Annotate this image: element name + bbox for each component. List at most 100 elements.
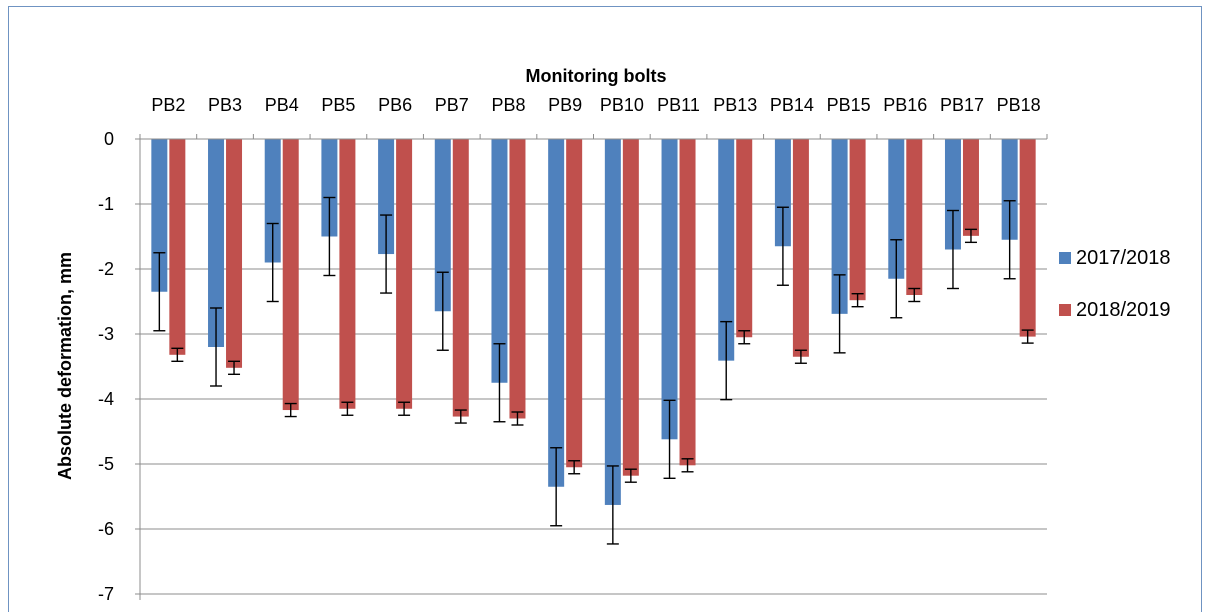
x-tick-label: PB17: [940, 95, 984, 115]
bar-2017/2018-PB10: [604, 139, 621, 505]
x-tick-label: PB4: [265, 95, 299, 115]
x-tick-label: PB8: [491, 95, 525, 115]
error-bar-2018/2019-PB10: [624, 468, 637, 483]
axes: [135, 134, 1048, 600]
error-bar-2018/2019-PB5: [341, 401, 354, 416]
error-bar-2017/2018-PB14: [776, 206, 789, 286]
error-bar-2017/2018-PB16: [890, 239, 903, 319]
legend-label: 2018/2019: [1076, 299, 1171, 321]
x-tick-label: PB16: [883, 95, 927, 115]
error-bar-2018/2019-PB8: [511, 411, 524, 426]
y-axis-label: Absolute deformation, mm: [55, 252, 75, 480]
x-tick-label: PB3: [208, 95, 242, 115]
legend: 2017/2018 2018/2019: [1059, 247, 1171, 321]
error-bar-2018/2019-PB4: [284, 402, 297, 418]
x-tick-label: PB15: [827, 95, 871, 115]
bar-2017/2018-PB7: [434, 139, 451, 312]
chart-frame: [8, 6, 1202, 612]
x-tick-label: PB5: [321, 95, 355, 115]
y-tick-label: -3: [98, 324, 114, 344]
error-bar-2017/2018-PB5: [323, 196, 336, 277]
error-bar-2018/2019-PB11: [681, 458, 694, 473]
bar-2018/2019-PB9: [566, 139, 583, 468]
bars: [151, 139, 1036, 505]
bar-2018/2019-PB4: [282, 139, 299, 411]
x-tick-label: PB10: [600, 95, 644, 115]
bar-2018/2019-PB5: [339, 139, 356, 409]
bar-2018/2019-PB10: [622, 139, 639, 476]
error-bar-2018/2019-PB2: [171, 347, 184, 362]
bar-2017/2018-PB13: [718, 139, 735, 361]
y-tick-label: -7: [98, 584, 114, 604]
x-tick-label: PB18: [997, 95, 1041, 115]
y-tick-label: -5: [98, 454, 114, 474]
bar-2018/2019-PB18: [1019, 139, 1036, 337]
x-tick-label: PB7: [435, 95, 469, 115]
error-bar-2017/2018-PB4: [266, 222, 279, 303]
bar-2018/2019-PB8: [509, 139, 526, 419]
error-bar-2017/2018-PB17: [946, 209, 959, 290]
error-bar-2018/2019-PB7: [454, 409, 467, 424]
bar-2017/2018-PB18: [1001, 139, 1018, 240]
bar-2018/2019-PB14: [792, 139, 809, 357]
legend-item-2018/2019: 2018/2019: [1059, 299, 1171, 321]
error-bar-2017/2018-PB11: [663, 399, 676, 479]
error-bar-2018/2019-PB3: [228, 360, 241, 375]
bar-2018/2019-PB16: [906, 139, 923, 295]
error-bar-2017/2018-PB9: [550, 447, 563, 527]
bar-2018/2019-PB6: [396, 139, 413, 409]
chart-title: Monitoring bolts: [526, 66, 667, 86]
error-bar-2018/2019-PB9: [568, 460, 581, 475]
y-tick-label: -1: [98, 194, 114, 214]
x-tick-label: PB9: [548, 95, 582, 115]
error-bar-2017/2018-PB6: [380, 214, 393, 294]
bar-2017/2018-PB14: [774, 139, 791, 247]
bar-2018/2019-PB15: [849, 139, 866, 301]
legend-item-2017/2018: 2017/2018: [1059, 247, 1171, 269]
error-bar-2018/2019-PB17: [964, 228, 977, 244]
bar-2018/2019-PB17: [962, 139, 979, 236]
error-bar-2018/2019-PB6: [398, 401, 411, 416]
y-tick-label: 0: [104, 129, 114, 149]
y-tick-label: -4: [98, 389, 114, 409]
bar-2017/2018-PB4: [264, 139, 281, 263]
error-bar-2018/2019-PB16: [908, 287, 921, 303]
bar-2017/2018-PB5: [321, 139, 338, 237]
error-bar-2017/2018-PB15: [833, 274, 846, 354]
x-tick-labels: PB2 PB3 PB4 PB5 PB6 PB7 PB8 PB9 PB10 PB11 PB13 PB14…: [151, 95, 1040, 115]
error-bar-2018/2019-PB13: [738, 330, 751, 345]
bar-2017/2018-PB9: [548, 139, 565, 487]
x-tick-label: PB14: [770, 95, 814, 115]
error-bar-2017/2018-PB13: [720, 320, 733, 401]
error-bar-2018/2019-PB14: [794, 349, 807, 364]
legend-swatch: [1059, 304, 1071, 316]
error-bar-2017/2018-PB3: [210, 307, 223, 387]
x-tick-label: PB2: [151, 95, 185, 115]
y-tick-labels: 0 -1 -2 -3 -4 -5 -6 -7: [98, 129, 114, 604]
bar-2017/2018-PB16: [888, 139, 905, 279]
error-bar-2018/2019-PB15: [851, 293, 864, 308]
error-bars: [153, 196, 1034, 545]
bar-2017/2018-PB11: [661, 139, 678, 440]
bar-2018/2019-PB7: [452, 139, 469, 417]
error-bar-2017/2018-PB2: [153, 252, 166, 332]
bar-2018/2019-PB11: [679, 139, 696, 466]
y-tick-label: -6: [98, 519, 114, 539]
legend-label: 2017/2018: [1076, 247, 1171, 269]
error-bar-2018/2019-PB18: [1021, 329, 1034, 344]
legend-swatch: [1059, 252, 1071, 264]
error-bar-2017/2018-PB10: [606, 465, 619, 545]
bar-2018/2019-PB2: [169, 139, 186, 355]
bar-2017/2018-PB8: [491, 139, 508, 383]
bar-2017/2018-PB2: [151, 139, 168, 292]
bar-2018/2019-PB13: [736, 139, 753, 338]
error-bar-2017/2018-PB7: [436, 271, 449, 351]
bar-2017/2018-PB6: [378, 139, 395, 255]
bar-2018/2019-PB3: [226, 139, 243, 368]
y-tick-label: -2: [98, 259, 114, 279]
x-tick-label: PB11: [657, 95, 700, 115]
bar-2017/2018-PB15: [831, 139, 848, 314]
error-bar-2017/2018-PB18: [1003, 200, 1016, 280]
error-bar-2017/2018-PB8: [493, 343, 506, 423]
